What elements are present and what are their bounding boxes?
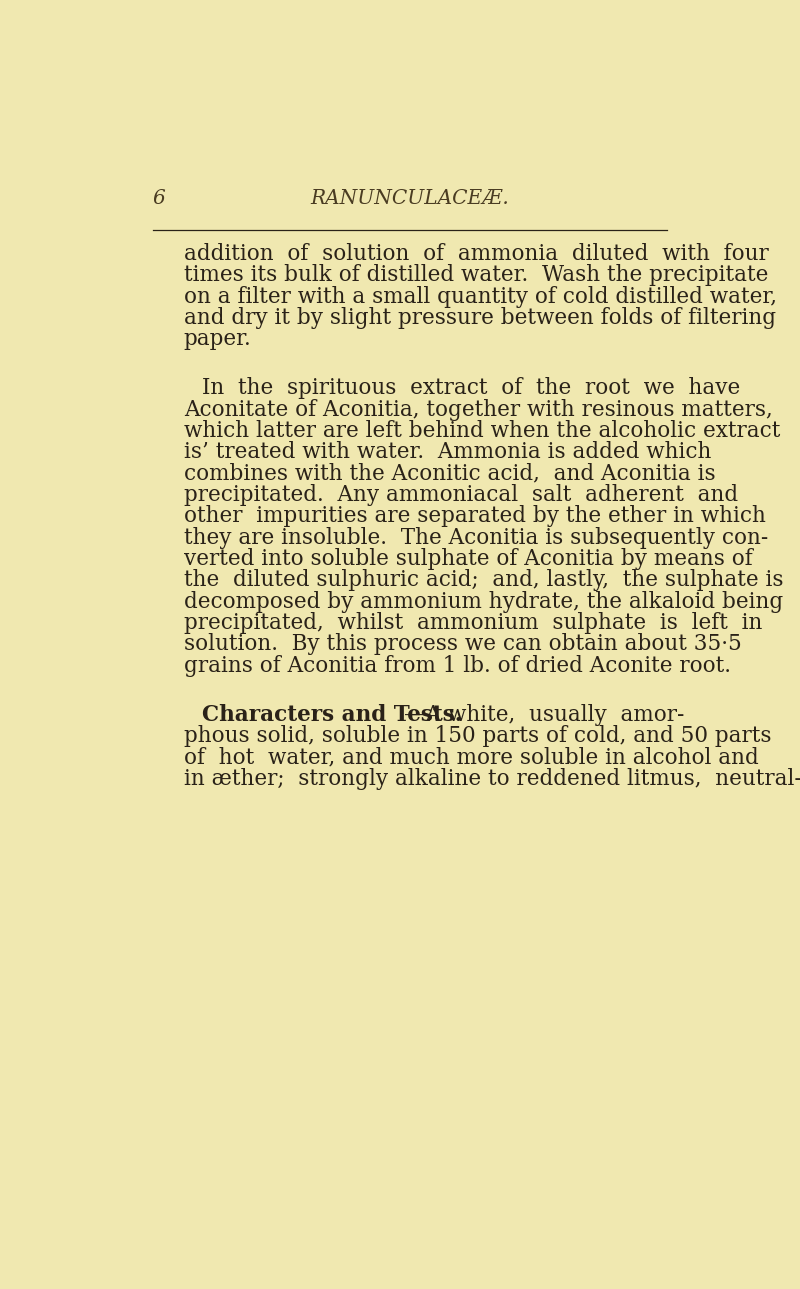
Text: they are insoluble.  The Aconitia is subsequently con-: they are insoluble. The Aconitia is subs… (184, 527, 768, 549)
Text: and dry it by slight pressure between folds of filtering: and dry it by slight pressure between fo… (184, 307, 776, 329)
Text: decomposed by ammonium hydrate, the alkaloid being: decomposed by ammonium hydrate, the alka… (184, 590, 783, 612)
Text: on a filter with a small quantity of cold distilled water,: on a filter with a small quantity of col… (184, 286, 777, 308)
Text: of  hot  water, and much more soluble in alcohol and: of hot water, and much more soluble in a… (184, 746, 758, 768)
Text: RANUNCULACEÆ.: RANUNCULACEÆ. (310, 189, 510, 208)
Text: verted into soluble sulphate of Aconitia by means of: verted into soluble sulphate of Aconitia… (184, 548, 753, 570)
Text: other  impurities are separated by the ether in which: other impurities are separated by the et… (184, 505, 766, 527)
Text: precipitated,  whilst  ammonium  sulphate  is  left  in: precipitated, whilst ammonium sulphate i… (184, 612, 762, 634)
Text: In  the  spirituous  extract  of  the  root  we  have: In the spirituous extract of the root we… (202, 378, 741, 400)
Text: 6: 6 (153, 189, 166, 208)
Text: precipitated.  Any ammoniacal  salt  adherent  and: precipitated. Any ammoniacal salt adhere… (184, 485, 738, 507)
Text: grains of Aconitia from 1 lb. of dried Aconite root.: grains of Aconitia from 1 lb. of dried A… (184, 655, 730, 677)
Text: is’ treated with water.  Ammonia is added which: is’ treated with water. Ammonia is added… (184, 441, 711, 464)
Text: phous solid, soluble in 150 parts of cold, and 50 parts: phous solid, soluble in 150 parts of col… (184, 726, 771, 748)
Text: solution.  By this process we can obtain about 35·5: solution. By this process we can obtain … (184, 633, 742, 656)
Text: the  diluted sulphuric acid;  and, lastly,  the sulphate is: the diluted sulphuric acid; and, lastly,… (184, 570, 783, 592)
Text: combines with the Aconitic acid,  and Aconitia is: combines with the Aconitic acid, and Aco… (184, 463, 715, 485)
Text: which latter are left behind when the alcoholic extract: which latter are left behind when the al… (184, 420, 780, 442)
Text: Characters and Tests.: Characters and Tests. (202, 704, 462, 726)
Text: times its bulk of distilled water.  Wash the precipitate: times its bulk of distilled water. Wash … (184, 264, 768, 286)
Text: in æther;  strongly alkaline to reddened litmus,  neutral-: in æther; strongly alkaline to reddened … (184, 768, 800, 790)
Text: —A white,  usually  amor-: —A white, usually amor- (404, 704, 684, 726)
Text: paper.: paper. (184, 329, 251, 351)
Text: Aconitate of Aconitia, together with resinous matters,: Aconitate of Aconitia, together with res… (184, 398, 773, 420)
Text: addition  of  solution  of  ammonia  diluted  with  four: addition of solution of ammonia diluted … (184, 242, 769, 266)
